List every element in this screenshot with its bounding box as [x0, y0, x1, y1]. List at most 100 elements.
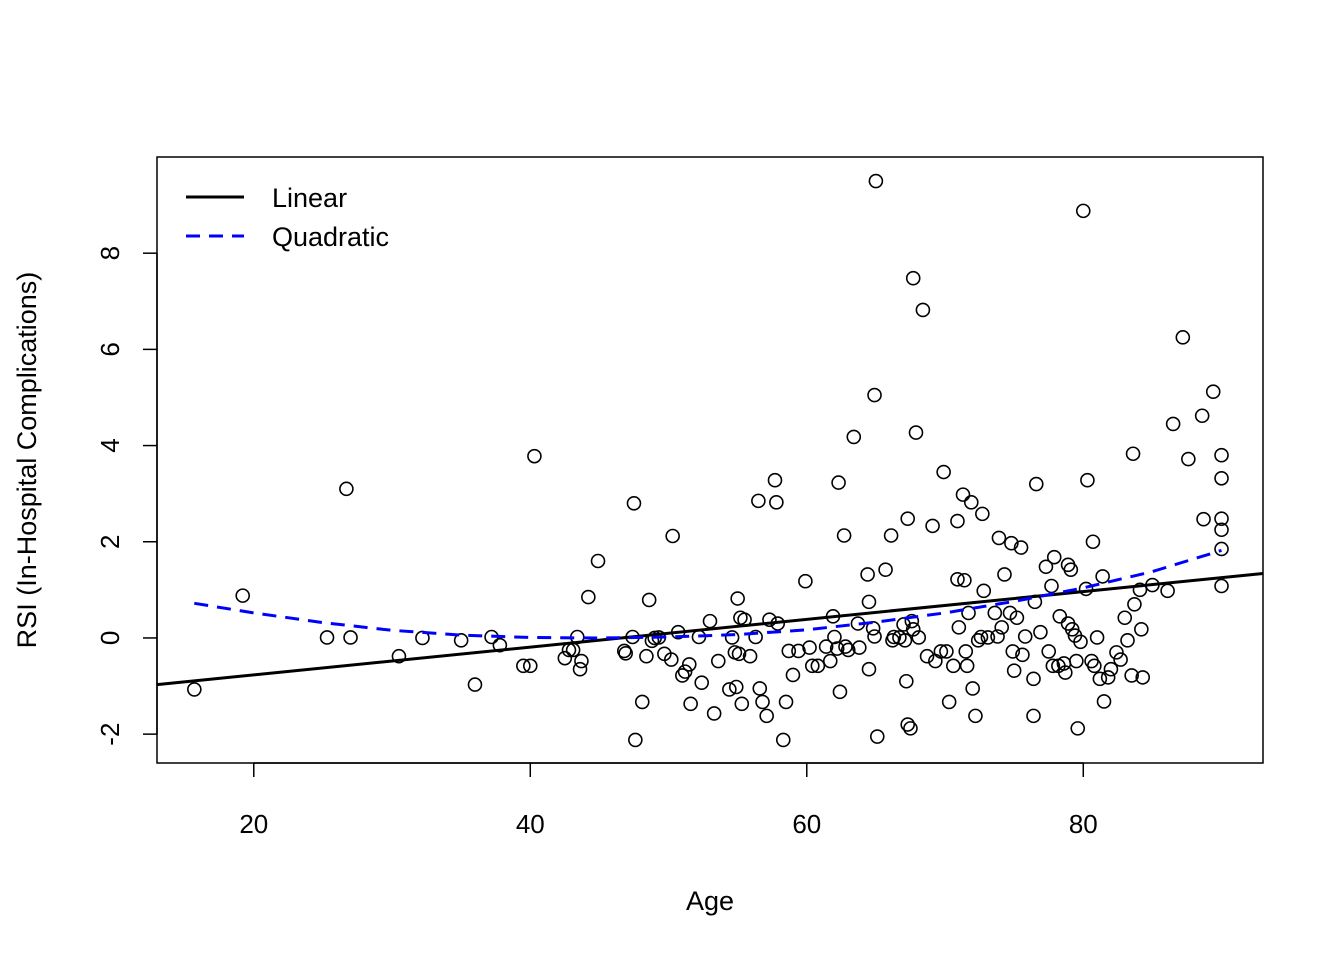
- data-point: [950, 513, 965, 529]
- data-point: [991, 530, 1007, 546]
- data-point: [628, 732, 643, 748]
- data-point: [919, 648, 935, 664]
- x-tick-label: 40: [516, 809, 545, 839]
- data-point: [1084, 653, 1099, 669]
- data-point: [908, 425, 924, 440]
- data-point: [810, 658, 826, 674]
- data-point: [675, 668, 690, 683]
- data-point: [951, 620, 967, 635]
- data-point: [1033, 624, 1048, 640]
- data-point: [829, 641, 845, 656]
- data-point: [818, 639, 834, 654]
- data-point: [769, 495, 784, 510]
- data-point: [1214, 578, 1229, 594]
- data-point: [861, 661, 877, 677]
- data-point: [572, 661, 588, 677]
- data-point: [751, 493, 766, 509]
- y-tick-label: 0: [95, 631, 125, 645]
- data-point: [1181, 451, 1196, 467]
- data-point: [1026, 708, 1041, 724]
- data-point: [831, 475, 846, 490]
- data-point: [1100, 670, 1116, 685]
- data-point: [1046, 549, 1062, 565]
- data-point: [900, 511, 915, 526]
- data-point: [1095, 569, 1110, 584]
- data-point: [467, 677, 483, 692]
- data-point: [868, 173, 884, 189]
- data-point: [878, 562, 893, 577]
- data-point: [963, 495, 979, 510]
- data-point: [955, 487, 971, 502]
- data-point: [516, 658, 531, 674]
- data-point: [1214, 522, 1229, 538]
- data-point: [775, 732, 791, 748]
- data-point: [1132, 582, 1148, 598]
- data-point: [1175, 330, 1191, 345]
- data-point: [639, 648, 654, 664]
- data-point: [634, 694, 650, 710]
- data-point: [904, 613, 920, 629]
- data-point: [187, 682, 202, 697]
- data-point: [1052, 609, 1068, 624]
- fit-lines-layer: [156, 548, 1264, 687]
- data-point: [840, 642, 856, 658]
- data-point: [836, 528, 852, 543]
- data-point: [728, 679, 744, 695]
- data-point: [1038, 559, 1054, 575]
- data-point: [1041, 644, 1057, 659]
- data-point: [343, 630, 358, 645]
- data-point: [752, 681, 768, 696]
- x-tick-label: 60: [792, 809, 821, 839]
- data-point: [867, 387, 882, 403]
- data-point: [391, 648, 407, 664]
- data-point: [492, 637, 508, 653]
- data-point: [527, 448, 542, 464]
- y-tick-label: 6: [95, 342, 125, 356]
- data-point: [683, 696, 698, 712]
- data-point: [846, 429, 862, 445]
- data-point: [1214, 541, 1229, 557]
- data-point: [731, 646, 747, 662]
- data-point: [706, 706, 722, 721]
- data-point: [852, 640, 867, 655]
- data-point: [1015, 647, 1030, 663]
- data-point: [1165, 416, 1181, 432]
- data-point: [1103, 661, 1119, 677]
- linear-fit-line: [156, 572, 1264, 687]
- legend: Linear Quadratic: [186, 183, 389, 252]
- data-point: [1085, 534, 1101, 550]
- data-point: [1087, 658, 1102, 674]
- data-point: [681, 657, 697, 672]
- data-point: [1017, 629, 1033, 644]
- data-point: [832, 684, 848, 700]
- data-point: [869, 729, 885, 744]
- data-point: [939, 644, 954, 659]
- data-point: [805, 658, 820, 674]
- data-point: [1134, 621, 1149, 637]
- data-point: [933, 644, 949, 659]
- data-point: [724, 630, 740, 645]
- x-axis: 20 40 60 80: [239, 762, 1098, 839]
- data-point: [734, 696, 750, 712]
- data-point: [860, 567, 875, 582]
- data-point: [1194, 408, 1210, 424]
- data-point: [1069, 653, 1084, 669]
- data-point: [899, 673, 914, 689]
- data-point: [694, 675, 710, 690]
- data-point: [1135, 670, 1151, 685]
- data-point: [987, 605, 1003, 621]
- data-point: [590, 553, 606, 569]
- data-point: [946, 658, 961, 674]
- data-point: [925, 518, 940, 534]
- x-tick-label: 80: [1069, 809, 1098, 839]
- data-point: [980, 630, 996, 645]
- data-point: [1004, 535, 1019, 551]
- data-point: [959, 658, 975, 674]
- data-point: [730, 591, 745, 606]
- data-point: [677, 664, 693, 679]
- data-point: [1058, 665, 1073, 680]
- data-point: [759, 708, 774, 724]
- points-layer: [187, 173, 1229, 748]
- data-point: [522, 658, 538, 674]
